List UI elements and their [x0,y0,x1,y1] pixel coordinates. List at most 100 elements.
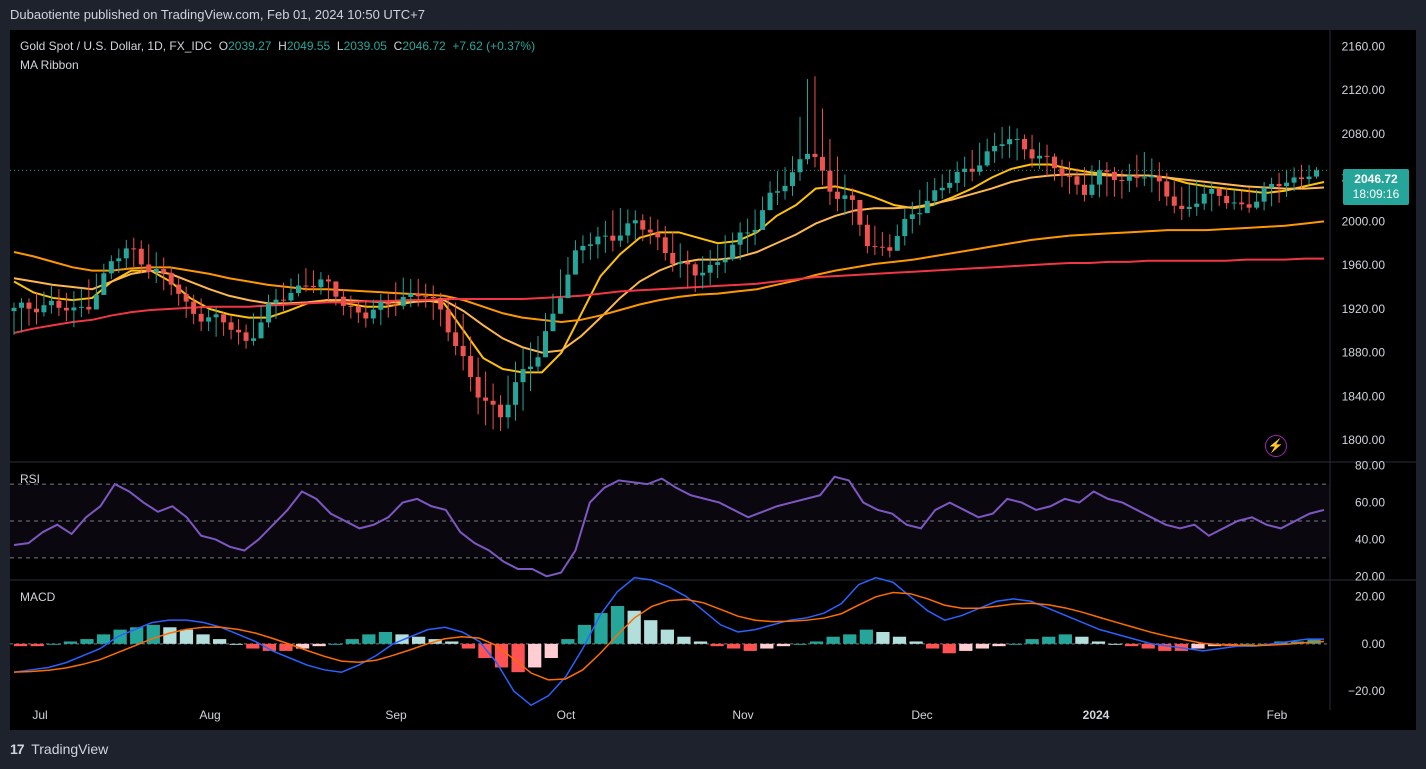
candle-body [1299,177,1305,180]
candle-body [48,300,54,306]
candle-body [251,338,257,341]
candle-body [572,250,578,275]
macd-histogram-bar [163,627,177,644]
candle-body [400,296,406,306]
candle-body [602,235,608,237]
macd-histogram-bar [63,641,78,644]
rsi-label[interactable]: RSI [20,472,41,486]
candle-body [116,258,122,262]
candle-body [131,248,137,250]
chart-area[interactable] [10,30,1416,730]
candle-body [1074,176,1080,185]
candle-body [393,304,399,306]
candle-body [318,279,324,288]
macd-histogram-bar [776,643,791,647]
candle-body [1269,183,1275,188]
candle-body [1014,138,1020,140]
candle-body [198,313,204,322]
macd-histogram-bar [876,632,890,644]
macd-histogram-bar [693,641,708,644]
candle-body [587,244,593,246]
candle-body [26,302,32,309]
macd-histogram-bar [1108,643,1122,645]
macd-histogram-bar [760,643,774,649]
candle-body [707,264,713,273]
price-tick-label: 2000.00 [1342,214,1386,228]
high-value: 2049.55 [286,39,331,53]
candle-body [438,297,444,310]
candle-body [430,296,436,298]
candle-body [460,345,466,357]
candle-body [1081,184,1087,195]
candle-body [1284,182,1290,187]
macd-histogram-bar [660,629,674,644]
candle-body [954,171,960,183]
macd-histogram-bar [14,643,28,647]
candle-body [423,296,429,298]
candle-body [206,317,212,322]
candle-body [183,293,189,302]
macd-histogram-bar [212,639,227,644]
candle-body [161,269,167,273]
candle-body [565,274,571,299]
candle-body [1059,168,1065,176]
candle-body [625,223,631,236]
open-value: 2039.27 [228,39,272,53]
candle-body [1186,206,1192,209]
ma-ribbon [13,163,1325,374]
macd-histogram-bar [909,641,923,644]
candle-body [1194,203,1200,207]
macd-histogram-bar [793,643,807,645]
candle-body [93,294,99,310]
candle-body [1201,193,1207,204]
published-info: Dubaotiente published on TradingView.com… [10,7,425,22]
macd-histogram-bar [1042,636,1056,644]
indicator-label[interactable]: MA Ribbon [20,58,79,72]
macd-histogram-bar [295,643,310,649]
macd-histogram-bar [461,643,475,649]
macd-histogram-bar [892,636,907,644]
candle-body [887,247,893,251]
candle-body [513,382,519,405]
candle-body [325,279,331,282]
candle-body [677,262,683,264]
candle-body [595,236,601,245]
candle-body [550,313,556,332]
tradingview-logo-icon: 17 [10,741,25,757]
candle-body [1007,139,1013,145]
candle-body [1276,183,1282,187]
candle-body [737,232,743,245]
price-tick-label: 2080.00 [1342,127,1386,141]
chart-svg[interactable]: 2160.002120.002080.002040.002000.001960.… [10,30,1416,730]
candle-body [1111,171,1117,181]
macd-histogram-bar [727,643,741,649]
macd-histogram-bar [445,641,459,644]
candle-body [1037,155,1043,159]
candle-body [692,264,698,276]
candle-body [1066,175,1072,177]
candle-body [18,302,24,308]
candle-body [33,308,39,313]
candle-body [266,303,272,323]
candle-body [767,192,773,211]
last-price: 2046.72 [1354,172,1398,186]
lightning-bolt-icon[interactable]: ⚡ [1265,435,1287,457]
macd-label[interactable]: MACD [20,590,56,604]
low-value: 2039.05 [343,39,387,53]
macd-histogram-bar [1141,643,1155,649]
candle-body [236,329,242,333]
axes: 2160.002120.002080.002040.002000.001960.… [32,39,1385,722]
candle-body [670,252,676,264]
candle-body [1044,155,1050,157]
candle-body [894,236,900,251]
macd-histogram-bar [1008,643,1023,645]
macd-histogram-bar [710,643,724,647]
grid [10,30,1416,710]
candle-body [340,296,346,306]
candle-body [685,262,691,265]
candle-body [483,397,489,401]
candle-body [11,307,17,312]
macd-histogram-bar [992,643,1006,647]
candle-body [640,220,646,230]
candle-body [782,185,788,192]
